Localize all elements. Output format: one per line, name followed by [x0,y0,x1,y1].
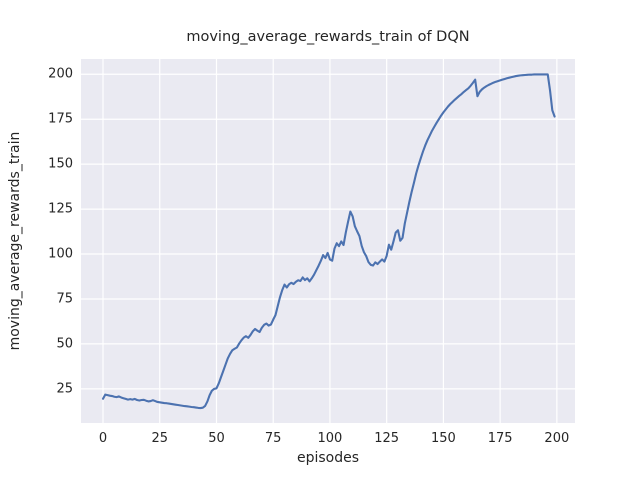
x-axis-label: episodes [296,450,360,466]
series-line-group [101,73,556,410]
x-tick-label: 50 [208,431,225,446]
x-tick-label: 100 [317,431,343,446]
y-tick-label: 75 [56,291,73,307]
x-tick-label: 150 [430,431,456,446]
chart-title: moving_average_rewards_train of DQN [186,29,470,45]
y-tick-label: 25 [56,381,73,397]
x-tick-label: 25 [151,431,169,446]
plot-svg [81,59,575,423]
y-tick-label: 175 [48,111,73,127]
y-tick-label: 150 [48,156,73,172]
x-tick-label: 175 [487,431,513,446]
x-tick-label: 75 [264,431,282,446]
x-tick-label: 200 [544,431,570,446]
y-tick-label: 200 [48,66,73,82]
plot-area [81,59,575,423]
series-line-moving_average_rewards_train [101,73,556,410]
y-tick-label: 50 [56,336,73,352]
y-tick-label: 125 [48,201,73,217]
y-axis-label: moving_average_rewards_train [7,131,23,351]
x-tick-label: 0 [98,431,108,446]
y-tick-label: 100 [48,246,73,262]
plot-background [81,59,575,423]
x-tick-label: 125 [374,431,400,446]
